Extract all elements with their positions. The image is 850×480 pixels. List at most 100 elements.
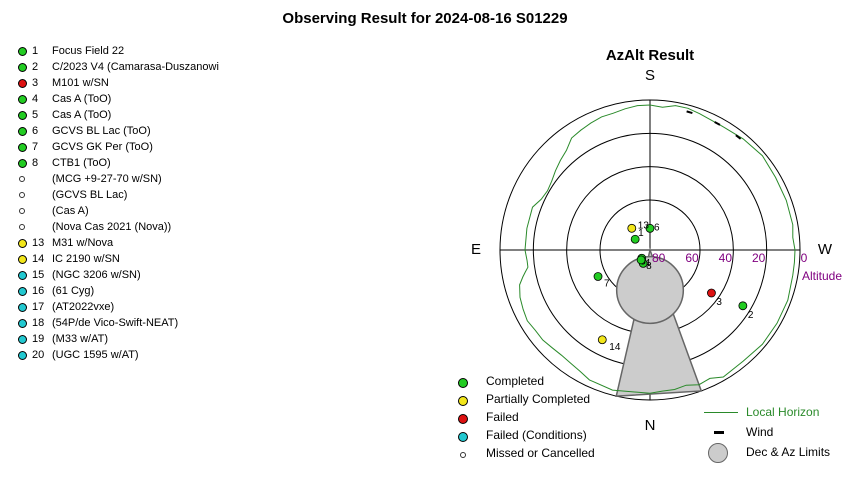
target-point bbox=[738, 301, 748, 311]
target-number: 18 bbox=[32, 317, 45, 329]
target-number: 6 bbox=[32, 125, 39, 137]
legend-label: Dec & Az Limits bbox=[746, 445, 831, 459]
legend-label: Missed or Cancelled bbox=[486, 446, 595, 460]
status-dot-icon bbox=[18, 271, 27, 280]
target-number: 20 bbox=[32, 349, 45, 361]
target-label: (54P/de Vico-Swift-NEAT) bbox=[52, 317, 179, 329]
target-point bbox=[627, 223, 637, 233]
axis-labels: S N E W Altitude bbox=[471, 67, 842, 434]
legend-label: Local Horizon bbox=[746, 405, 820, 419]
target-number: 3 bbox=[32, 77, 39, 89]
target-point-label: 4 bbox=[645, 258, 651, 269]
target-number: 13 bbox=[32, 237, 45, 249]
target-point-label: 8 bbox=[646, 261, 652, 272]
local-horizon bbox=[519, 104, 796, 394]
target-point-label: 1 bbox=[638, 228, 644, 239]
dec-limit-circle bbox=[615, 255, 685, 325]
legend-dot-icon bbox=[458, 414, 468, 424]
status-dot-icon bbox=[18, 47, 27, 56]
target-number: 2 bbox=[32, 61, 39, 73]
target-point-label: 7 bbox=[604, 278, 610, 289]
target-label: (61 Cyg) bbox=[52, 285, 95, 297]
altitude-tick-label: 0 bbox=[801, 251, 808, 265]
legend-dot-icon bbox=[458, 432, 468, 442]
target-point bbox=[630, 234, 640, 244]
target-number: 19 bbox=[32, 333, 45, 345]
target-label: (NGC 3206 w/SN) bbox=[52, 269, 141, 281]
legend-label: Failed (Conditions) bbox=[486, 428, 587, 442]
target-number: 14 bbox=[32, 253, 45, 265]
status-dot-icon bbox=[18, 159, 27, 168]
target-point bbox=[645, 223, 655, 233]
target-number: 17 bbox=[32, 301, 45, 313]
target-label: Focus Field 22 bbox=[52, 45, 125, 57]
status-dot-icon bbox=[18, 111, 27, 120]
compass-right: W bbox=[818, 241, 833, 258]
target-point bbox=[597, 335, 607, 345]
target-label: (AT2022vxe) bbox=[52, 301, 115, 313]
dec-az-limits bbox=[615, 247, 703, 397]
status-dot-icon bbox=[18, 79, 27, 88]
legend-label: Wind bbox=[746, 425, 774, 439]
local-horizon-line bbox=[519, 104, 796, 394]
target-point-label: 13 bbox=[638, 220, 650, 231]
target-label: CTB1 (ToO) bbox=[52, 157, 111, 169]
target-label: Cas A (ToO) bbox=[52, 109, 112, 121]
target-label: (MCG +9-27-70 w/SN) bbox=[52, 173, 162, 185]
status-dot-icon bbox=[18, 95, 27, 104]
status-dot-icon bbox=[18, 143, 27, 152]
status-dot-icon bbox=[18, 319, 27, 328]
target-label: IC 2190 w/SN bbox=[52, 253, 120, 265]
target-point-label: 3 bbox=[716, 297, 722, 308]
altitude-tick-labels: 80 60 40 20 0 bbox=[652, 251, 808, 265]
status-dot-icon bbox=[18, 287, 27, 296]
target-number: 5 bbox=[32, 109, 39, 121]
wind-marks bbox=[686, 110, 742, 140]
target-number: 15 bbox=[32, 269, 45, 281]
radial-axis-label: Altitude bbox=[802, 269, 842, 283]
target-label: GCVS BL Lac (ToO) bbox=[52, 125, 151, 137]
target-label: Cas A (ToO) bbox=[52, 93, 112, 105]
limits-circle-icon bbox=[708, 443, 728, 463]
target-points: 123456781314 bbox=[593, 220, 754, 353]
wind-dash-icon bbox=[714, 431, 724, 434]
status-dot-icon bbox=[18, 127, 27, 136]
status-dot-icon bbox=[18, 255, 27, 264]
target-point-label: 14 bbox=[609, 342, 621, 353]
target-point bbox=[707, 288, 716, 298]
status-dot-icon bbox=[19, 208, 25, 214]
compass-left: E bbox=[471, 241, 481, 258]
target-number: 7 bbox=[32, 141, 39, 153]
target-number: 4 bbox=[32, 93, 39, 105]
status-dot-icon bbox=[18, 63, 27, 72]
legend-label: Partially Completed bbox=[486, 392, 591, 406]
status-dot-icon bbox=[18, 351, 27, 360]
target-number: 8 bbox=[32, 157, 39, 169]
target-label: (Cas A) bbox=[52, 205, 89, 217]
chart-title: AzAlt Result bbox=[606, 47, 694, 64]
compass-bottom: N bbox=[645, 417, 656, 434]
wind-mark bbox=[714, 121, 721, 126]
target-label: (M33 w/AT) bbox=[52, 333, 109, 345]
target-label: (GCVS BL Lac) bbox=[52, 189, 128, 201]
target-label: M101 w/SN bbox=[52, 77, 109, 89]
target-label: GCVS GK Per (ToO) bbox=[52, 141, 153, 153]
legend-label: Failed bbox=[486, 410, 519, 424]
altitude-tick-label: 80 bbox=[652, 251, 666, 265]
altitude-tick-label: 20 bbox=[752, 251, 766, 265]
status-dot-icon bbox=[18, 239, 27, 248]
target-label: (UGC 1595 w/AT) bbox=[52, 349, 139, 361]
target-point bbox=[593, 272, 603, 281]
target-point-label: 6 bbox=[654, 222, 660, 233]
legend-label: Completed bbox=[486, 374, 545, 388]
legend-dot-icon bbox=[458, 378, 468, 388]
target-point-label: 2 bbox=[748, 310, 754, 321]
compass-top: S bbox=[645, 67, 655, 84]
legend-dot-icon bbox=[460, 452, 466, 458]
target-label: M31 w/Nova bbox=[52, 237, 114, 249]
target-number: 1 bbox=[32, 45, 39, 57]
wind-mark bbox=[686, 110, 693, 115]
status-dot-icon bbox=[18, 335, 27, 344]
az-limit-wedge bbox=[615, 247, 703, 397]
